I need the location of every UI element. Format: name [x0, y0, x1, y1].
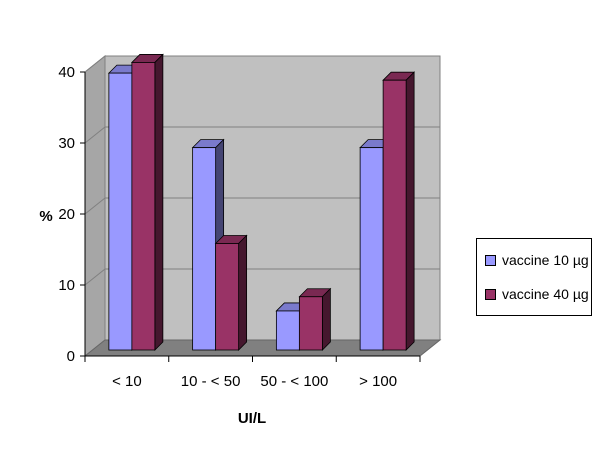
y-tick-label: 0 — [67, 348, 75, 365]
bar-side — [154, 53, 164, 351]
bar-front — [192, 147, 217, 351]
legend: vaccine 10 µg vaccine 40 µg — [476, 238, 592, 316]
bar-side — [405, 71, 415, 351]
legend-swatch — [485, 288, 496, 300]
x-tick-label: 10 - < 50 — [181, 373, 241, 390]
bars — [107, 53, 416, 351]
gridline — [84, 268, 106, 286]
legend-item: vaccine 40 µg — [485, 286, 589, 302]
y-tick-label: 40 — [58, 64, 75, 81]
bar-front — [359, 147, 384, 351]
x-tick-label: 50 - < 100 — [260, 373, 328, 390]
bar-front — [131, 62, 156, 351]
legend-label: vaccine 40 µg — [502, 286, 589, 302]
x-axis-title: UI/L — [238, 410, 266, 427]
y-tick-label: 10 — [58, 277, 75, 294]
bar-front — [298, 296, 323, 351]
gridline — [84, 197, 106, 215]
x-tick-label: < 10 — [112, 373, 142, 390]
bar — [130, 53, 164, 351]
bar-front — [382, 79, 407, 351]
bar — [214, 234, 248, 351]
gridline — [84, 126, 106, 144]
axes: 0 10 20 30 40 < 10 10 - < 50 50 - < 100 … — [39, 64, 397, 427]
bar — [298, 287, 332, 351]
y-axis-title: % — [39, 208, 52, 225]
bar — [382, 71, 416, 351]
gridline — [84, 55, 106, 73]
x-tick-label: > 100 — [359, 373, 397, 390]
y-tick-label: 20 — [58, 206, 75, 223]
legend-swatch — [485, 254, 496, 266]
bar-side — [238, 234, 248, 351]
legend-label: vaccine 10 µg — [502, 252, 589, 268]
bar-front — [215, 243, 240, 351]
bar-front — [275, 310, 300, 351]
bar-front — [108, 72, 133, 351]
legend-item: vaccine 10 µg — [485, 252, 589, 268]
bar-side — [321, 287, 331, 351]
chart-walls — [80, 54, 442, 362]
y-tick-label: 30 — [58, 135, 75, 152]
